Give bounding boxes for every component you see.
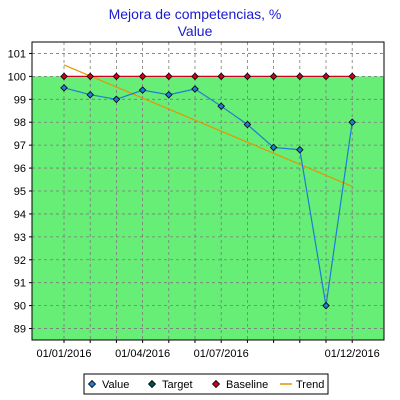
y-tick-label: 95 xyxy=(14,186,26,198)
legend-label: Trend xyxy=(296,379,324,391)
x-tick-label: 01/01/2016 xyxy=(36,348,91,360)
y-tick-label: 94 xyxy=(14,209,26,221)
chart-subtitle: Value xyxy=(178,23,213,39)
baseline-point xyxy=(217,72,225,81)
y-axis: 89 90 91 92 93 94 95 96 97 98 99 100 101 xyxy=(8,48,32,336)
value-point xyxy=(112,95,121,104)
baseline-point xyxy=(322,72,330,81)
baseline-point xyxy=(348,72,356,81)
value-point xyxy=(269,143,278,152)
y-tick-label: 96 xyxy=(14,163,26,175)
value-point xyxy=(348,118,356,126)
baseline-point xyxy=(165,72,173,81)
value-point xyxy=(243,120,252,129)
value-point xyxy=(86,90,94,99)
baseline-point xyxy=(86,72,94,81)
y-tick-label: 98 xyxy=(14,117,26,129)
baseline-point xyxy=(60,72,68,81)
series-layer xyxy=(60,64,356,310)
legend-label: Baseline xyxy=(226,379,268,391)
value-point xyxy=(217,102,225,110)
value-point xyxy=(60,84,68,92)
y-tick-label: 99 xyxy=(14,94,26,106)
x-tick-label: 01/12/2016 xyxy=(325,348,380,360)
value-point xyxy=(191,85,199,93)
trend-line xyxy=(63,64,353,187)
legend: Value Target Baseline Trend xyxy=(83,373,329,395)
legend-label: Target xyxy=(162,379,193,391)
baseline-point xyxy=(243,72,252,81)
y-tick-label: 101 xyxy=(8,48,26,60)
legend-marker xyxy=(147,379,157,389)
y-tick-label: 97 xyxy=(14,140,26,152)
value-point xyxy=(138,86,147,94)
baseline-point xyxy=(191,72,199,81)
y-tick-label: 89 xyxy=(14,324,26,336)
legend-label: Value xyxy=(102,379,129,391)
x-tick-label: 01/07/2016 xyxy=(194,348,249,360)
legend-marker xyxy=(87,379,97,389)
x-axis: 01/01/2016 01/04/2016 01/07/2016 01/12/2016 xyxy=(36,340,380,360)
baseline-point xyxy=(269,72,278,81)
value-point xyxy=(165,90,173,99)
y-tick-label: 90 xyxy=(14,301,26,313)
plot-border xyxy=(31,41,385,341)
y-tick-label: 93 xyxy=(14,232,26,244)
chart-title: Mejora de competencias, % xyxy=(109,6,282,22)
y-tick-label: 91 xyxy=(14,278,26,290)
value-line xyxy=(63,87,353,306)
y-tick-label: 100 xyxy=(8,71,26,83)
legend-box xyxy=(83,373,329,395)
baseline-point xyxy=(138,72,147,81)
baseline-point xyxy=(296,72,304,81)
y-tick-label: 92 xyxy=(14,255,26,267)
x-tick-label: 01/04/2016 xyxy=(115,348,170,360)
value-point xyxy=(296,145,304,154)
legend-marker xyxy=(211,379,221,389)
target-zone xyxy=(32,76,384,340)
baseline-point xyxy=(112,72,121,81)
value-point xyxy=(322,301,330,310)
